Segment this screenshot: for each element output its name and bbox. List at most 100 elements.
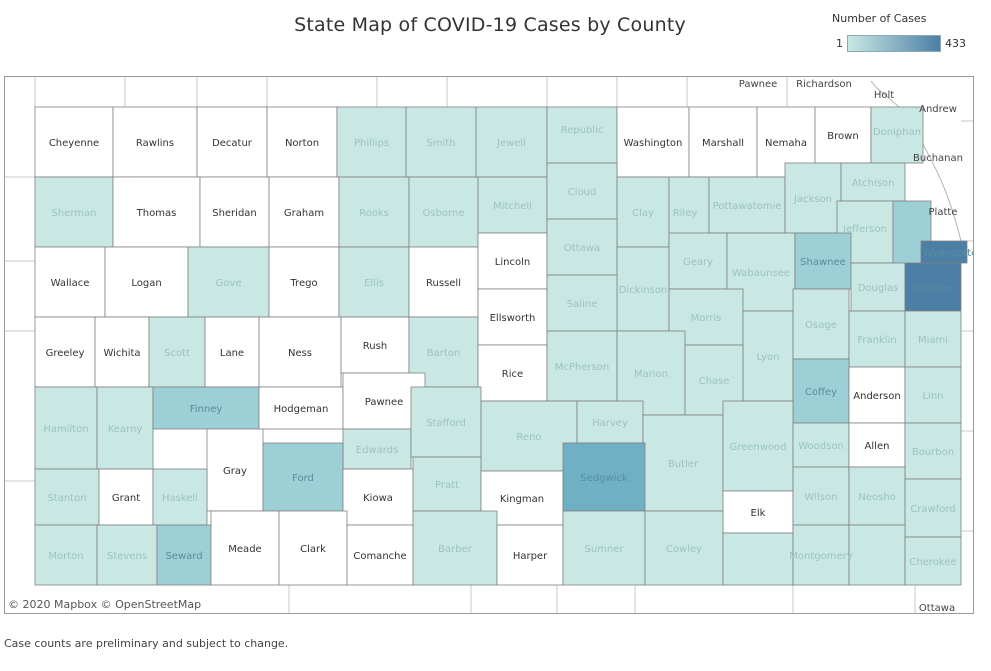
county-label-lane: Lane [220,348,244,359]
county-logan[interactable] [104,246,189,318]
county-rawlins[interactable] [112,106,198,178]
county-clark[interactable] [278,510,348,586]
county-meade[interactable] [210,510,280,586]
county-label-barber: Barber [438,544,473,555]
county-label-jackson: Jackson [793,194,832,205]
county-douglas[interactable] [850,262,906,312]
county-label-linn: Linn [922,391,943,402]
county-mcpherson[interactable] [546,330,618,402]
county-sheridan[interactable] [199,176,270,248]
county-greenwood[interactable] [722,400,794,492]
county-label-doniphan: Doniphan [873,127,921,138]
county-morton[interactable] [34,524,98,586]
county-label-brown: Brown [827,131,858,142]
county-saline[interactable] [546,274,618,332]
county-cheyenne[interactable] [34,106,114,178]
county-label-decatur: Decatur [212,138,253,149]
county-miami[interactable] [904,310,962,368]
county-label-bourbon: Bourbon [912,447,954,458]
county-rooks[interactable] [338,176,410,248]
county-bourbon[interactable] [904,422,962,480]
county-jackson[interactable] [784,162,842,234]
county-wallace[interactable] [34,246,106,318]
county-label-harvey: Harvey [592,418,628,429]
county-cloud[interactable] [546,162,618,220]
county-anderson[interactable] [848,366,906,424]
county-sumner[interactable] [562,510,646,586]
county-republic[interactable] [546,106,618,164]
county-allen[interactable] [848,422,906,468]
county-washington[interactable] [616,106,690,178]
county-phillips[interactable] [336,106,407,178]
county-label-jefferson: Jefferson [842,224,887,235]
county-label-osborne: Osborne [423,208,465,219]
county-label-washington: Washington [624,138,683,149]
county-johnson[interactable] [904,262,962,312]
county-neosho[interactable] [848,466,906,526]
county-jewell[interactable] [475,106,548,178]
map-title: State Map of COVID-19 Cases by County [294,14,686,36]
county-haskell[interactable] [152,468,208,526]
county-label-sherman: Sherman [52,208,97,219]
county-stevens[interactable] [96,524,158,586]
county-gray[interactable] [206,428,264,512]
county-labette[interactable] [848,524,906,586]
county-doniphan[interactable] [870,106,924,164]
county-label-cherokee: Cherokee [909,557,956,568]
county-label-logan: Logan [131,278,161,289]
county-rush[interactable] [340,316,410,374]
county-shawnee[interactable] [794,232,852,290]
county-label-riley: Riley [673,208,698,219]
county-lane[interactable] [204,316,260,388]
county-shapes[interactable] [34,106,968,586]
county-label-dickinson: Dickinson [619,285,668,296]
county-ellis[interactable] [338,246,410,318]
county-cherokee[interactable] [904,536,962,586]
county-harper[interactable] [496,524,564,586]
county-ford[interactable] [262,442,344,512]
county-comanche[interactable] [346,524,414,586]
county-decatur[interactable] [196,106,268,178]
county-label-russell: Russell [426,278,461,289]
county-atchison[interactable] [840,162,906,202]
county-montgomery[interactable] [792,524,850,586]
county-osage[interactable] [792,288,850,360]
county-grant[interactable] [98,468,154,526]
county-map[interactable]: Cheyenne Rawlins Decatur Norton Phillips Smit… [4,76,974,614]
county-linn[interactable] [904,366,962,424]
county-label-allen: Allen [865,441,890,452]
county-osborne[interactable] [408,176,479,248]
county-label-kiowa: Kiowa [363,493,393,504]
county-seward[interactable] [156,524,212,586]
county-crawford[interactable] [904,478,962,538]
county-franklin[interactable] [848,310,906,368]
county-label-lyon: Lyon [756,352,779,363]
county-gove[interactable] [187,246,270,318]
county-stafford[interactable] [410,386,482,458]
county-map-svg[interactable]: Cheyenne Rawlins Decatur Norton Phillips Smit… [5,77,973,613]
county-sedgwick[interactable] [562,442,646,512]
county-ellsworth[interactable] [477,288,548,346]
county-label-cloud: Cloud [568,187,597,198]
county-pratt[interactable] [412,456,482,512]
county-hodgeman[interactable] [258,386,344,430]
county-hamilton[interactable] [34,386,98,470]
county-scott[interactable] [148,316,206,388]
county-smith[interactable] [405,106,477,178]
county-finney[interactable] [152,386,260,430]
county-label-jewell: Jewell [496,138,526,149]
county-cowley[interactable] [644,510,724,586]
county-label-johnson: Johnson [912,283,952,294]
county-brown[interactable] [814,106,872,164]
county-clay[interactable] [616,176,670,248]
county-coffey[interactable] [792,358,850,424]
county-edwards[interactable] [342,428,412,470]
county-label-hamilton: Hamilton [43,424,88,435]
county-barber[interactable] [412,510,498,586]
county-leavenworth[interactable] [892,200,932,272]
county-label-haskell: Haskell [162,493,198,504]
county-stanton[interactable] [34,468,100,526]
county-chautauqua[interactable] [722,532,794,586]
county-lyon[interactable] [742,310,794,402]
county-kiowa[interactable] [342,468,414,526]
